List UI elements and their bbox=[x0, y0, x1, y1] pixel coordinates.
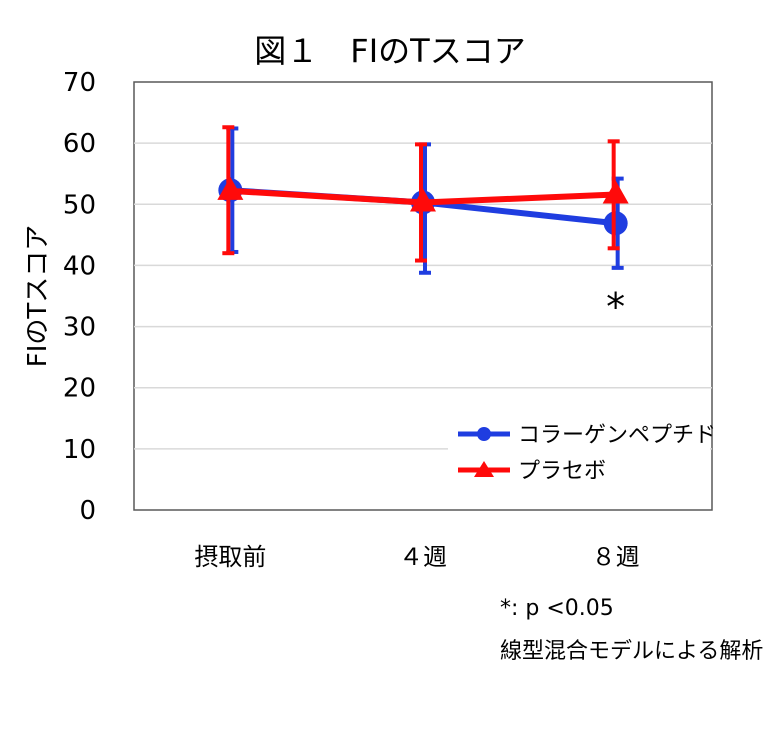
annotations: * bbox=[606, 285, 625, 329]
x-tick-labels: 摂取前 ４週 ８週 bbox=[194, 543, 639, 571]
series-placebo bbox=[217, 125, 629, 263]
x-tick-0: 摂取前 bbox=[194, 543, 266, 571]
point-placebo-0 bbox=[217, 176, 244, 200]
chart-title: 図１ FIのTスコア bbox=[254, 32, 525, 70]
y-tick-40: 40 bbox=[63, 251, 96, 281]
point-placebo-2 bbox=[602, 180, 629, 204]
x-tick-2: ８週 bbox=[592, 543, 640, 571]
legend-label-placebo: プラセボ bbox=[518, 459, 606, 484]
y-tick-0: 0 bbox=[79, 496, 96, 526]
legend: コラーゲンペプチド プラセボ bbox=[448, 418, 716, 488]
y-tick-30: 30 bbox=[63, 313, 96, 343]
y-tick-50: 50 bbox=[63, 190, 96, 220]
y-tick-10: 10 bbox=[63, 435, 96, 465]
legend-marker-placebo bbox=[474, 461, 494, 477]
significance-note: *: p <0.05 bbox=[500, 596, 614, 621]
y-axis-label: FIのTスコア bbox=[23, 225, 53, 368]
plot-area bbox=[133, 81, 713, 511]
point-placebo-1 bbox=[410, 188, 436, 212]
legend-marker-collagen bbox=[477, 427, 491, 441]
legend-label-collagen: コラーゲンペプチド bbox=[518, 423, 716, 448]
y-tick-70: 70 bbox=[63, 68, 96, 98]
significance-marker-0: * bbox=[606, 285, 625, 329]
x-tick-1: ４週 bbox=[399, 543, 447, 571]
y-tick-60: 60 bbox=[63, 129, 96, 159]
y-tick-labels: 0 10 20 30 40 50 60 70 bbox=[63, 68, 96, 526]
method-note: 線型混合モデルによる解析 bbox=[500, 639, 764, 664]
series-layer bbox=[217, 125, 629, 275]
y-tick-20: 20 bbox=[63, 374, 96, 404]
